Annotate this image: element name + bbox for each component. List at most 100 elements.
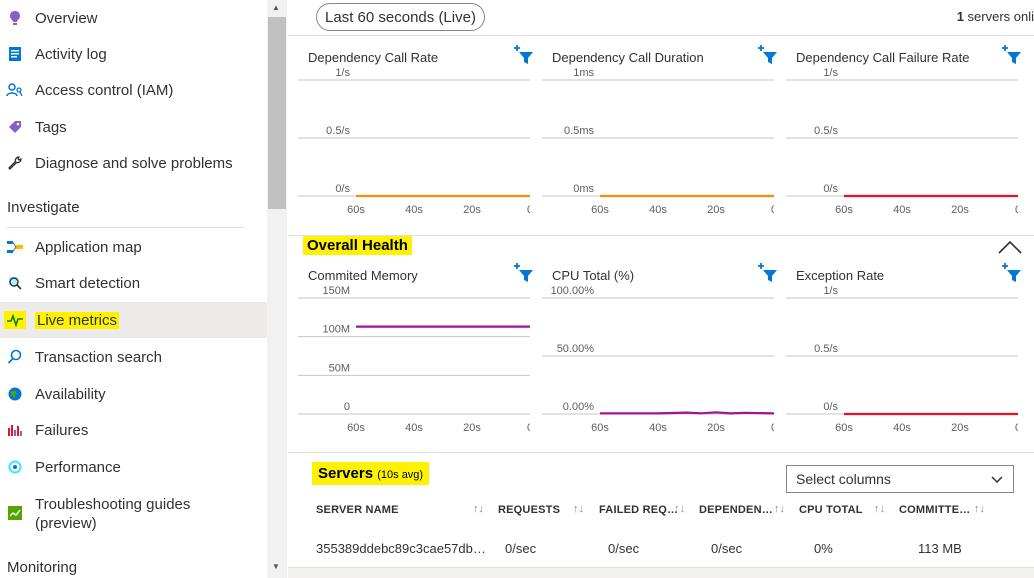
x-tick-label: 0 [771, 204, 774, 216]
sidebar-nav: Overview Activity log Access control (IA… [0, 0, 267, 578]
x-tick-label: 20s [707, 422, 725, 434]
time-range-button[interactable]: Last 60 seconds (Live) [316, 3, 485, 31]
column-header-failed-requests[interactable]: FAILED REQ… [599, 504, 679, 516]
add-filter-icon[interactable] [1000, 261, 1024, 285]
y-tick-label: 50.00% [557, 343, 595, 355]
x-tick-label: 40s [649, 204, 667, 216]
sidebar-item-tags[interactable]: Tags [0, 109, 267, 145]
sort-icon[interactable]: ↑↓ [974, 503, 985, 515]
chart-plot: 150M 100M 50M 0 60s 40s 20s 0 [298, 285, 530, 434]
x-tick-label: 40s [405, 204, 423, 216]
sidebar-item-smart-detection[interactable]: Smart detection [0, 265, 267, 301]
sidebar-item-diagnose[interactable]: Diagnose and solve problems [0, 145, 267, 181]
scrollbar-thumb[interactable] [268, 17, 286, 209]
sidebar-item-label: Access control (IAM) [35, 81, 174, 99]
column-header-dependencies[interactable]: DEPENDEN… [699, 504, 773, 516]
sidebar-item-transaction-search[interactable]: Transaction search [0, 339, 267, 375]
scroll-up-arrow-icon[interactable]: ▲ [272, 3, 280, 12]
x-tick-label: 40s [893, 204, 911, 216]
x-tick-label: 0 [1015, 204, 1018, 216]
sidebar-item-label: Troubleshooting guides (preview) [35, 496, 191, 532]
x-tick-label: 20s [463, 422, 481, 434]
sidebar-item-label: Live metrics [35, 311, 120, 329]
activity-log-icon [6, 45, 24, 63]
committed-memory-cell: 113 MB [918, 541, 962, 556]
x-tick-label: 0 [771, 422, 774, 434]
sidebar-item-activity-log[interactable]: Activity log [0, 36, 267, 72]
y-tick-label: 1/s [823, 67, 838, 79]
column-header-requests[interactable]: REQUESTS [498, 504, 561, 516]
x-tick-label: 60s [347, 422, 365, 434]
x-tick-label: 20s [951, 422, 969, 434]
chart-title: Exception Rate [796, 268, 885, 283]
x-tick-label: 0 [527, 204, 530, 216]
overview-icon [6, 9, 24, 27]
series-line [600, 411, 774, 415]
sidebar-item-application-map[interactable]: Application map [0, 229, 267, 265]
y-tick-label: 0.5ms [564, 125, 594, 137]
y-tick-label: 100.00% [551, 285, 595, 297]
sidebar-item-live-metrics[interactable]: Live metrics [0, 302, 267, 338]
sort-icon[interactable]: ↑↓ [573, 503, 584, 515]
chart-dependency-call-failure-rate: Dependency Call Failure Rate 1/s 0.5/s 0/s… [784, 38, 1021, 228]
dependencies-cell: 0/sec [711, 541, 743, 556]
y-tick-label: 0.5/s [326, 125, 350, 137]
globe-icon [6, 385, 24, 403]
sidebar-item-label: Performance [35, 458, 121, 476]
column-header-committed-memory[interactable]: COMMITTE… [899, 504, 971, 516]
horizontal-scrollbar[interactable] [288, 568, 1034, 578]
divider [288, 235, 1034, 236]
chart-cpu-total: CPU Total (%) 100.00% 50.00% 0.00% 60s 40s 20… [540, 256, 777, 446]
tag-icon [6, 118, 24, 136]
overall-health-heading: Overall Health [303, 236, 412, 255]
y-tick-label: 1/s [823, 285, 838, 297]
sidebar-item-label: Availability [35, 385, 106, 403]
x-tick-label: 0 [1015, 422, 1018, 434]
add-filter-icon[interactable] [756, 43, 780, 67]
smart-detection-icon [6, 274, 24, 292]
sidebar-item-access-control[interactable]: Access control (IAM) [0, 72, 267, 108]
chart-dependency-call-duration: Dependency Call Duration 1ms 0.5ms 0ms 60s 4… [540, 38, 777, 228]
y-tick-label: 1ms [573, 67, 594, 79]
live-metrics-panel: Last 60 seconds (Live) 1 servers onli De… [288, 0, 1034, 578]
x-tick-label: 20s [707, 204, 725, 216]
sort-icon[interactable]: ↑↓ [473, 503, 484, 515]
add-filter-icon[interactable] [1000, 43, 1024, 67]
sidebar-item-failures[interactable]: Failures [0, 412, 267, 448]
column-header-server-name[interactable]: SERVER NAME [316, 504, 399, 516]
add-filter-icon[interactable] [512, 261, 536, 285]
select-columns-label: Select columns [796, 471, 891, 487]
application-map-icon [6, 238, 24, 256]
y-tick-label: 1/s [335, 67, 350, 79]
sort-icon[interactable]: ↑↓ [874, 503, 885, 515]
chart-title: Dependency Call Failure Rate [796, 50, 970, 65]
sidebar-item-label: Smart detection [35, 274, 141, 292]
x-tick-label: 60s [835, 422, 853, 434]
sort-icon[interactable]: ↑↓ [674, 503, 685, 515]
y-tick-label: 100M [322, 324, 350, 336]
divider [288, 452, 1034, 453]
server-name-cell[interactable]: 355389ddebc89c3cae57db… [316, 541, 486, 556]
y-tick-label: 0.5/s [814, 125, 838, 137]
chevron-down-icon [991, 476, 1003, 484]
chart-plot: 1/s 0.5/s 0/s 60s 40s 20s 0 [298, 67, 530, 216]
sidebar-item-performance[interactable]: Performance [0, 449, 267, 485]
column-header-cpu-total[interactable]: CPU TOTAL [799, 504, 863, 516]
sort-icon[interactable]: ↑↓ [774, 503, 785, 515]
divider [288, 35, 1034, 36]
wrench-icon [6, 154, 24, 172]
x-tick-label: 20s [951, 204, 969, 216]
x-tick-label: 20s [463, 204, 481, 216]
sidebar-item-troubleshooting-guides[interactable]: Troubleshooting guides (preview) [0, 490, 267, 538]
sidebar-item-availability[interactable]: Availability [0, 376, 267, 412]
add-filter-icon[interactable] [756, 261, 780, 285]
select-columns-dropdown[interactable]: Select columns [786, 465, 1014, 493]
collapse-chevron-up-icon[interactable] [996, 238, 1024, 256]
y-tick-label: 0ms [573, 183, 594, 195]
x-tick-label: 40s [649, 422, 667, 434]
chart-title: Dependency Call Duration [552, 50, 704, 65]
x-tick-label: 60s [835, 204, 853, 216]
add-filter-icon[interactable] [512, 43, 536, 67]
sidebar-item-overview[interactable]: Overview [0, 0, 267, 36]
scroll-down-arrow-icon[interactable]: ▼ [272, 562, 280, 571]
